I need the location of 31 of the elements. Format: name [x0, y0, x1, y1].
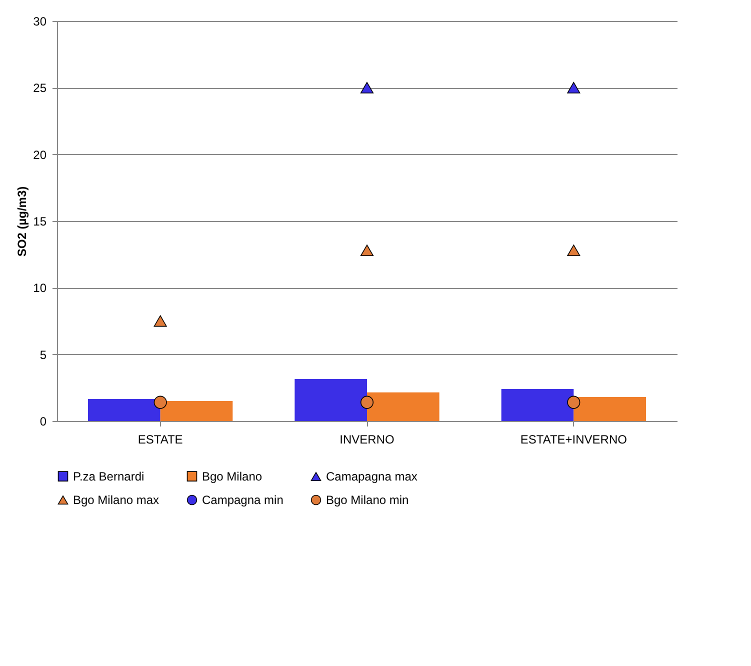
bar [160, 401, 233, 421]
point [567, 82, 580, 94]
point [567, 244, 580, 256]
legend-label: Camapagna max [326, 470, 418, 484]
x-tick-label: ESTATE [138, 432, 183, 446]
y-tick-label: 25 [33, 81, 47, 96]
point [360, 396, 374, 409]
point [154, 396, 167, 409]
legend-label: P.za Bernardi [73, 469, 144, 484]
legend-label: Bgo Milano [202, 469, 262, 484]
x-tick-label: ESTATE+INVERNO [520, 432, 627, 446]
x-tick-label: INVERNO [340, 432, 394, 446]
legend-label: Campagna min [202, 493, 284, 507]
legend-label: Bgo Milano min [326, 493, 409, 507]
y-tick-label: 10 [33, 281, 47, 296]
bar [88, 399, 160, 421]
y-axis-title: SO2 (µg/m3) [15, 186, 30, 257]
bar [501, 389, 574, 421]
bar [294, 379, 367, 421]
y-tick-label: 15 [33, 214, 47, 228]
y-tick-label: 30 [33, 14, 47, 28]
point [567, 396, 580, 409]
bar [367, 392, 440, 421]
point [360, 244, 374, 256]
y-tick-label: 20 [33, 148, 47, 162]
y-tick-label: 0 [40, 414, 47, 428]
bar [574, 397, 646, 421]
y-tick-label: 5 [40, 348, 47, 362]
point [360, 82, 374, 94]
legend-label: Bgo Milano max [73, 493, 160, 507]
point [154, 315, 167, 327]
